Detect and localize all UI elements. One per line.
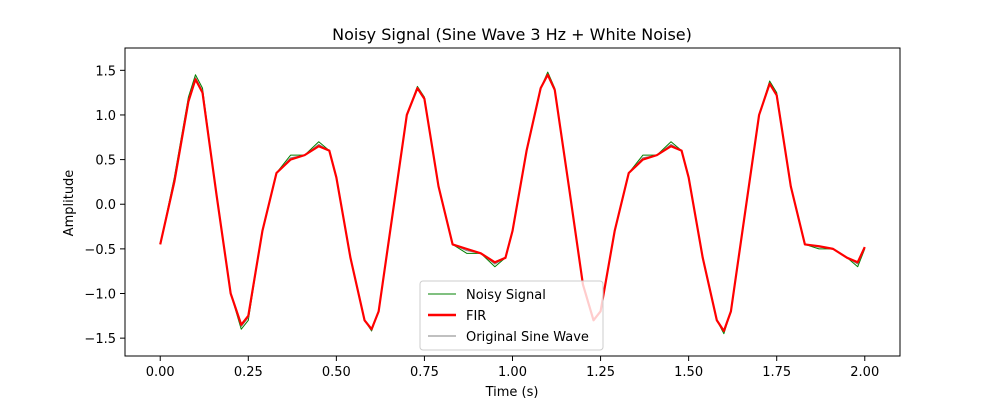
x-tick-label: 1.75 bbox=[762, 365, 791, 380]
x-tick-label: 0.00 bbox=[146, 365, 175, 380]
x-tick-label: 0.75 bbox=[410, 365, 439, 380]
y-tick-label: 1.0 bbox=[95, 109, 116, 124]
x-tick-label: 0.50 bbox=[322, 365, 351, 380]
y-tick-label: −1.5 bbox=[84, 332, 116, 347]
x-tick-label: 0.25 bbox=[234, 365, 263, 380]
y-tick-label: 0.0 bbox=[95, 198, 116, 213]
y-axis-label: Amplitude bbox=[62, 170, 77, 237]
chart-title: Noisy Signal (Sine Wave 3 Hz + White Noi… bbox=[332, 25, 692, 44]
legend-box bbox=[419, 280, 604, 351]
x-tick-label: 1.25 bbox=[586, 365, 615, 380]
x-axis-label: Time (s) bbox=[485, 385, 539, 400]
y-tick-label: −1.0 bbox=[84, 288, 116, 303]
series-line-fir bbox=[159, 73, 866, 333]
plot-area bbox=[124, 47, 901, 357]
x-tick-label: 1.00 bbox=[498, 365, 527, 380]
x-axis-ticks: 0.00 0.25 0.50 0.75 1.00 1.25 1.50 1.75 2.00 bbox=[146, 356, 879, 380]
y-axis-ticks: −1.5 −1.0 −0.5 0.0 0.5 1.0 1.5 bbox=[84, 64, 125, 347]
x-tick-label: 1.50 bbox=[674, 365, 703, 380]
series-layer bbox=[159, 71, 866, 335]
legend-label-noisy: Noisy Signal bbox=[466, 288, 546, 303]
y-tick-label: −0.5 bbox=[84, 243, 116, 258]
legend-label-original: Original Sine Wave bbox=[466, 330, 589, 345]
y-tick-label: 1.5 bbox=[95, 64, 116, 79]
y-tick-label: 0.5 bbox=[95, 154, 116, 169]
x-tick-label: 2.00 bbox=[850, 365, 879, 380]
legend: Noisy Signal FIR Original Sine Wave bbox=[419, 280, 604, 351]
legend-label-fir: FIR bbox=[466, 309, 486, 324]
